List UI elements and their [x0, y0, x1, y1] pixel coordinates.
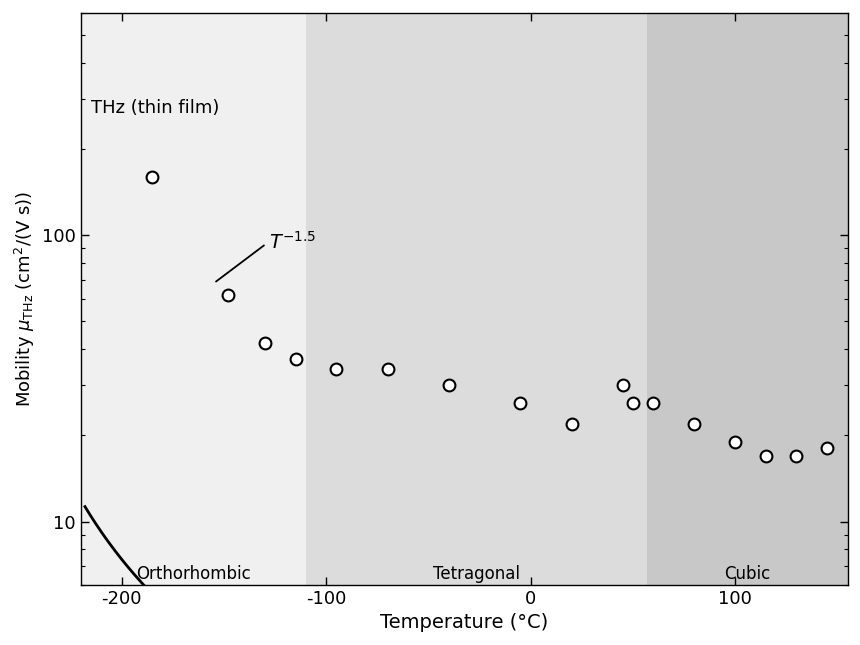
Y-axis label: Mobility $\mu_\mathrm{THz}$ (cm$^2$/(V s)): Mobility $\mu_\mathrm{THz}$ (cm$^2$/(V s…	[13, 191, 37, 407]
Bar	[81, 12, 306, 585]
Text: $T^{-1.5}$: $T^{-1.5}$	[216, 231, 316, 282]
Bar	[306, 12, 648, 585]
Text: THz (thin film): THz (thin film)	[91, 99, 219, 117]
X-axis label: Temperature (°C): Temperature (°C)	[380, 613, 549, 633]
Bar	[648, 12, 847, 585]
Text: Cubic: Cubic	[724, 564, 771, 582]
Text: Tetragonal: Tetragonal	[433, 564, 520, 582]
Text: Orthorhombic: Orthorhombic	[136, 564, 251, 582]
